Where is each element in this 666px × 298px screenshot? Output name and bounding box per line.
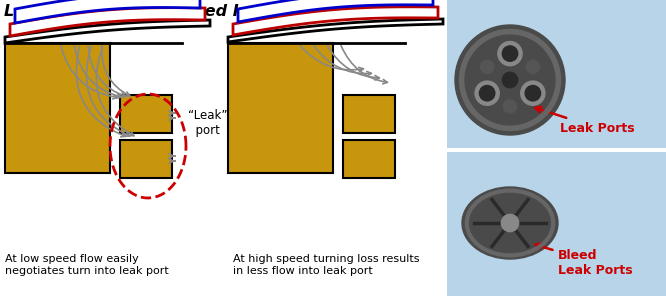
Text: At low speed flow easily
negotiates turn into leak port: At low speed flow easily negotiates turn… [5,254,168,276]
Circle shape [481,60,494,73]
Text: “Leak”
  port: “Leak” port [188,109,228,137]
Bar [447,0,666,148]
Text: Bleed
Leak Ports: Bleed Leak Ports [535,243,633,277]
Text: Low Speed “Leak” Bleed In Valve Port: Low Speed “Leak” Bleed In Valve Port [4,4,348,19]
Polygon shape [238,0,433,22]
Bar [120,140,172,178]
Polygon shape [233,7,438,35]
Circle shape [525,86,541,101]
Circle shape [498,41,522,66]
Bar [120,95,172,133]
Bar [343,140,395,178]
Circle shape [521,81,545,105]
Polygon shape [5,20,210,43]
Circle shape [526,60,539,73]
Bar [343,95,395,133]
Polygon shape [10,8,205,36]
Circle shape [502,46,517,61]
Circle shape [502,72,517,88]
Circle shape [455,25,565,135]
Ellipse shape [462,187,558,259]
Bar [447,152,666,296]
Polygon shape [15,0,200,23]
Polygon shape [228,19,443,42]
Circle shape [475,81,500,105]
Bar [5,43,110,173]
Circle shape [503,100,517,113]
Bar [228,43,333,173]
Circle shape [501,214,519,232]
Text: At high speed turning loss results
in less flow into leak port: At high speed turning loss results in le… [233,254,420,276]
Circle shape [480,86,495,101]
Text: Leak Ports: Leak Ports [535,107,635,134]
